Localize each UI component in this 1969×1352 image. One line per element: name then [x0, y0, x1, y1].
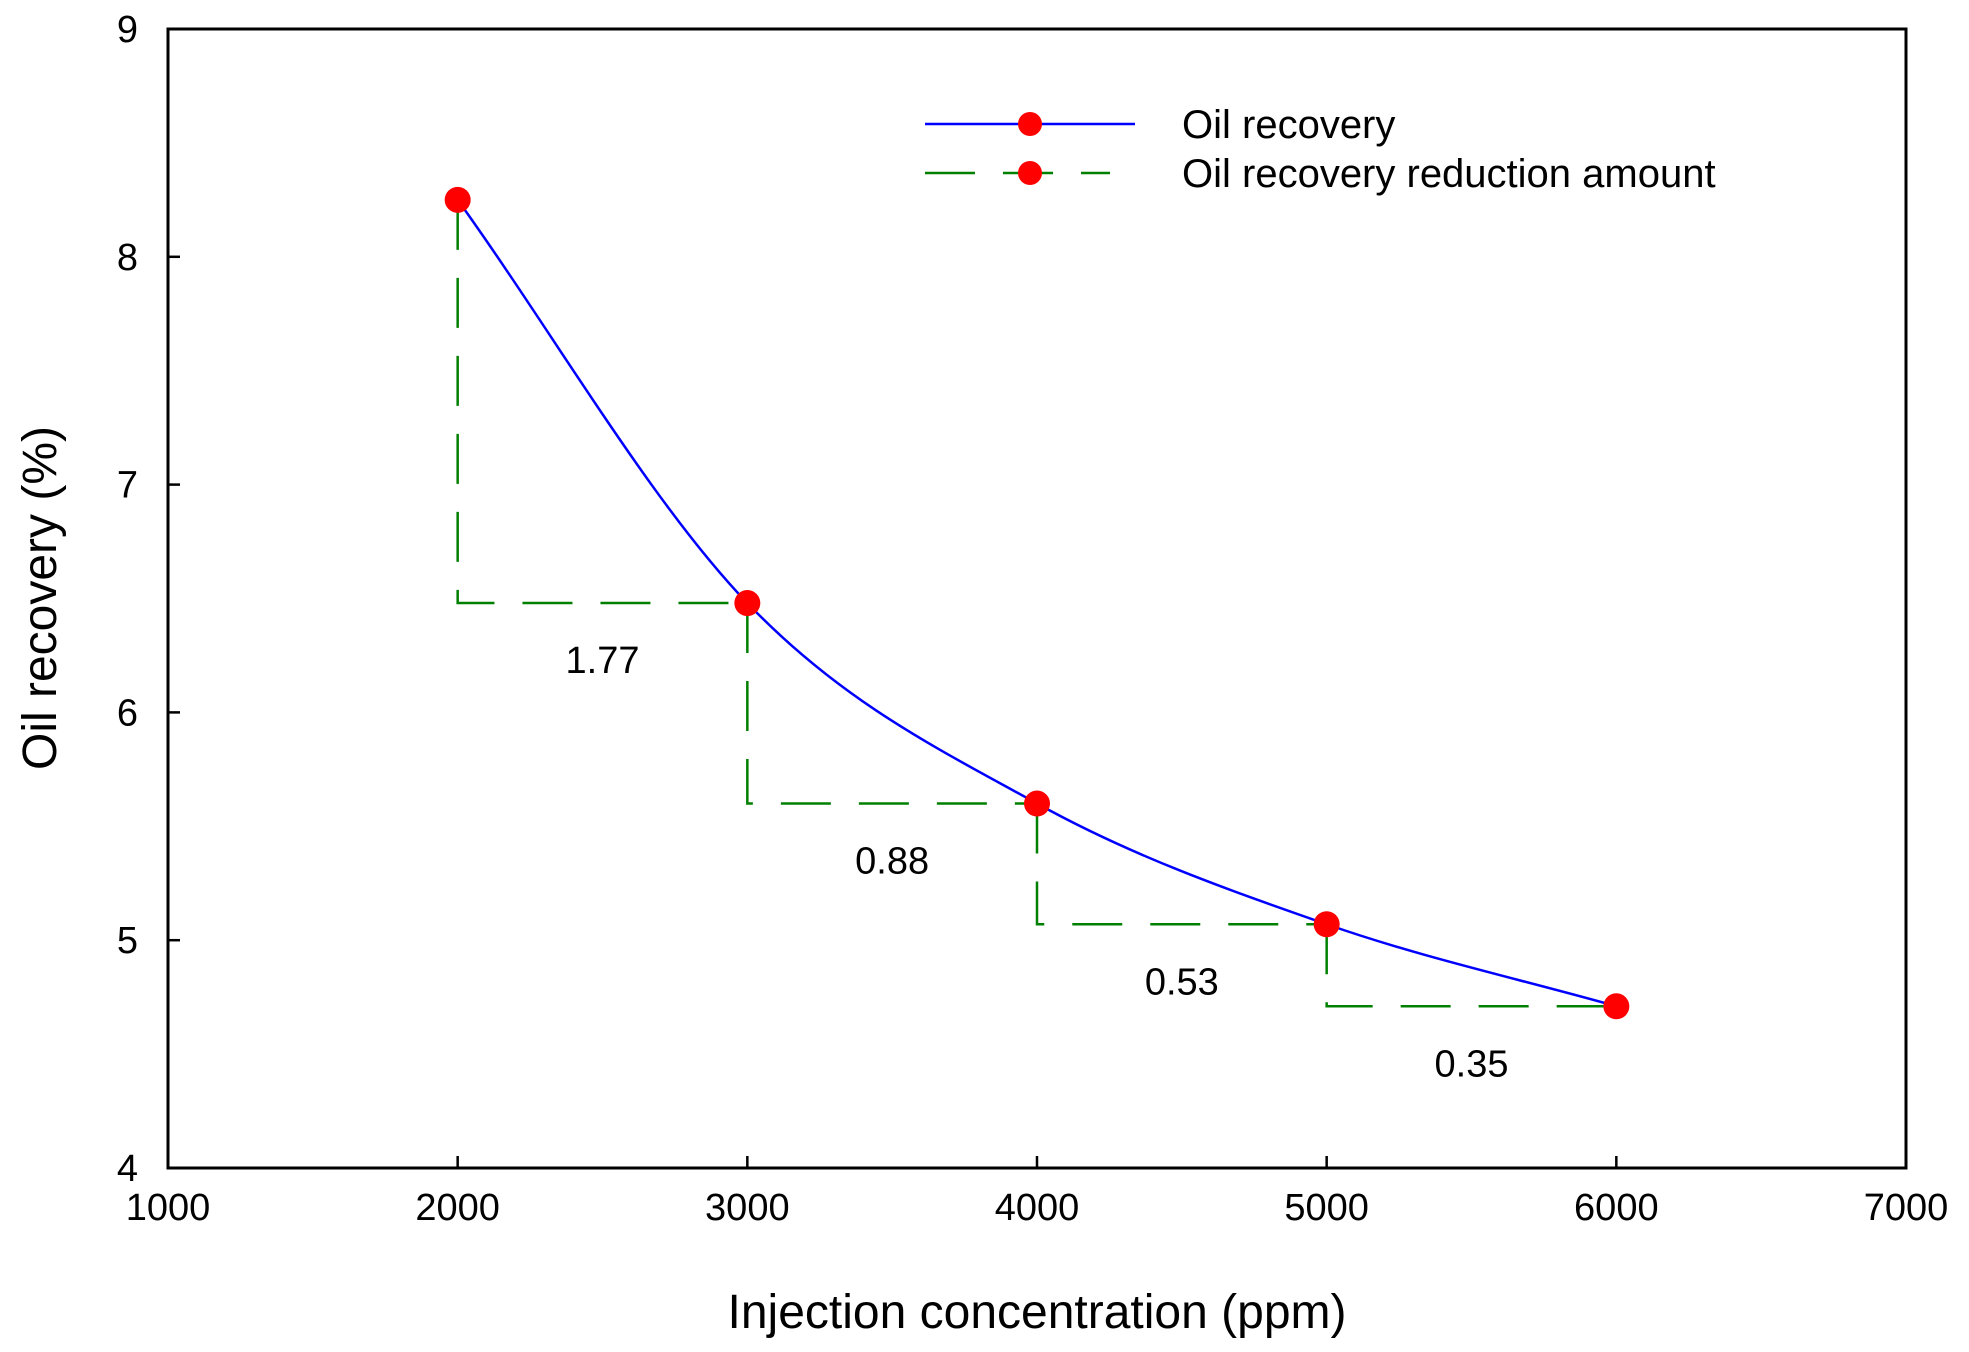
y-tick-label: 5 — [117, 920, 138, 962]
plot-area-frame — [166, 27, 1908, 1170]
y-tick-label: 9 — [117, 9, 138, 51]
reduction-step-line — [1325, 924, 1617, 1008]
reduction-value-label: 1.77 — [566, 640, 640, 682]
y-axis: 4 5 6 7 8 9 — [117, 9, 180, 1190]
y-tick-label: 7 — [117, 465, 138, 507]
legend: Oil recovery Oil recovery reduction amou… — [925, 103, 1716, 196]
x-tick-label: 7000 — [1864, 1187, 1949, 1229]
data-point-marker — [444, 186, 471, 213]
oil-recovery-curve-group — [456, 199, 1617, 1008]
x-axis: 1000 2000 3000 4000 5000 6000 7000 — [126, 1156, 1949, 1229]
legend-reduction-marker — [1018, 161, 1042, 185]
reduction-step-line — [1035, 803, 1327, 926]
data-point-marker — [1603, 993, 1630, 1020]
oil-recovery-curve — [456, 199, 1617, 1008]
x-tick-label: 2000 — [415, 1187, 500, 1229]
reduction-steps: 1.77 0.88 0.53 0.35 — [456, 199, 1617, 1085]
y-tick-label: 6 — [117, 692, 138, 734]
data-point-marker — [734, 590, 761, 617]
reduction-value-label: 0.53 — [1145, 961, 1219, 1003]
reduction-value-label: 0.88 — [855, 841, 929, 883]
legend-oil-recovery-marker — [1018, 112, 1042, 136]
legend-reduction-label: Oil recovery reduction amount — [1182, 152, 1716, 196]
x-tick-label: 1000 — [126, 1187, 211, 1229]
x-tick-label: 3000 — [705, 1187, 790, 1229]
data-point-marker — [1024, 790, 1050, 817]
x-axis-title: Injection concentration (ppm) — [728, 1286, 1347, 1339]
data-point-marker — [1313, 911, 1340, 938]
x-tick-label: 4000 — [995, 1187, 1080, 1229]
x-tick-label: 5000 — [1284, 1187, 1369, 1229]
reduction-step-line — [746, 603, 1037, 805]
legend-oil-recovery-label: Oil recovery — [1182, 103, 1395, 147]
reduction-value-label: 0.35 — [1435, 1043, 1509, 1085]
reduction-step-line — [456, 199, 748, 605]
y-tick-label: 4 — [117, 1148, 138, 1190]
x-tick-label: 6000 — [1574, 1187, 1659, 1229]
y-tick-label: 8 — [117, 237, 138, 279]
data-markers — [444, 186, 1630, 1020]
y-axis-title: Oil recovery (%) — [14, 426, 67, 770]
